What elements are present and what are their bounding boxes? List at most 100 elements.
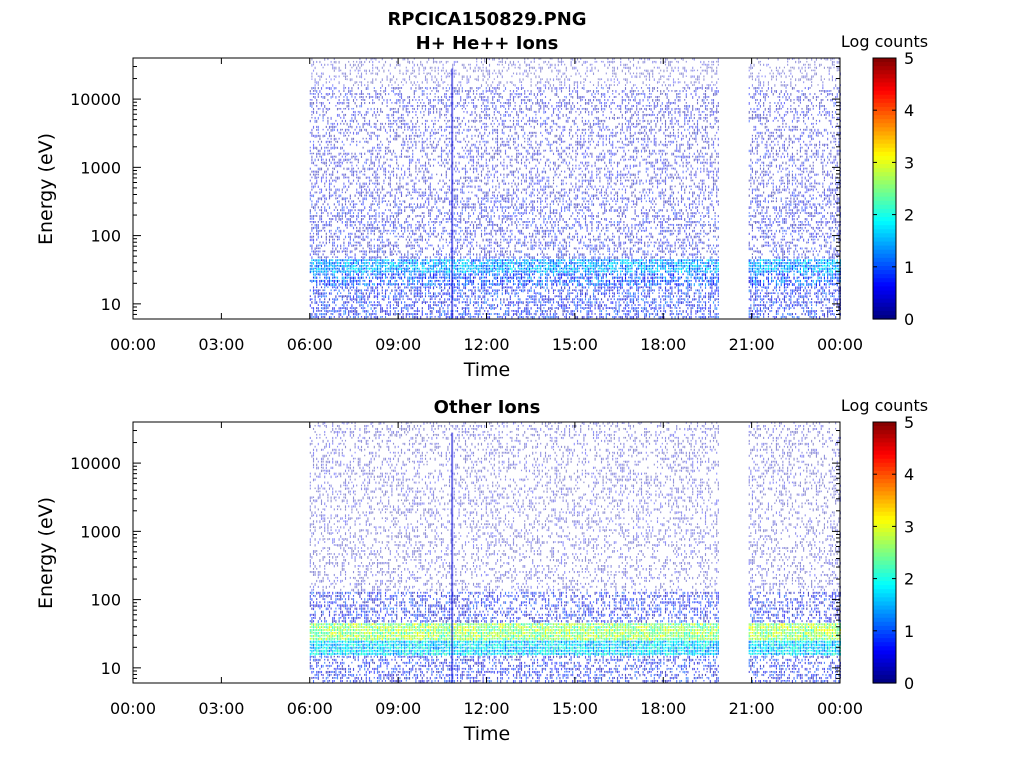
heatmap-cell: [455, 250, 457, 254]
heatmap-cell: [407, 221, 409, 223]
heatmap-cell: [484, 289, 486, 292]
heatmap-cell: [354, 116, 356, 120]
heatmap-cell: [498, 191, 500, 194]
heatmap-cell: [448, 185, 451, 189]
heatmap-cell: [463, 286, 465, 289]
heatmap-cell: [341, 72, 343, 75]
heatmap-cell: [320, 264, 323, 268]
heatmap-cell: [322, 295, 324, 298]
heatmap-cell: [477, 259, 479, 262]
heatmap-cell: [464, 99, 467, 102]
heatmap-cell: [324, 310, 326, 312]
heatmap-cell: [420, 250, 422, 253]
heatmap-cell: [338, 313, 340, 316]
heatmap-cell: [381, 188, 383, 191]
heatmap-cell: [493, 313, 495, 315]
heatmap-cell: [378, 60, 380, 63]
heatmap-cell: [426, 283, 428, 286]
heatmap-cell: [327, 304, 329, 307]
heatmap-cell: [392, 273, 395, 276]
heatmap-cell: [316, 102, 318, 104]
heatmap-cell: [415, 264, 417, 268]
heatmap-cell: [460, 81, 462, 84]
heatmap-cell: [383, 155, 385, 159]
heatmap-cell: [332, 298, 334, 301]
heatmap-cell: [493, 96, 495, 98]
heatmap-cell: [468, 250, 470, 253]
heatmap-cell: [400, 155, 403, 158]
heatmap-cell: [463, 256, 465, 259]
heatmap-cell: [455, 72, 457, 75]
heatmap-cell: [394, 212, 396, 215]
heatmap-cell: [493, 110, 495, 114]
heatmap-cell: [328, 223, 331, 227]
heatmap-cell: [311, 170, 313, 173]
heatmap-cell: [388, 259, 390, 261]
heatmap-cell: [464, 283, 467, 287]
heatmap-cell: [498, 200, 500, 203]
heatmap-cell: [436, 267, 438, 270]
heatmap-cell: [501, 304, 503, 306]
heatmap-cell: [416, 241, 419, 244]
heatmap-cell: [460, 244, 462, 247]
heatmap-cell: [364, 316, 366, 319]
heatmap-cell: [356, 279, 358, 283]
heatmap-cell: [364, 99, 366, 101]
heatmap-cell: [392, 276, 395, 279]
heatmap-cell: [348, 152, 350, 155]
heatmap-cell: [349, 161, 351, 164]
heatmap-cell: [477, 75, 479, 78]
heatmap-cell: [413, 58, 415, 60]
heatmap-cell: [381, 316, 383, 318]
heatmap-cell: [408, 279, 411, 283]
heatmap-cell: [319, 262, 321, 265]
heatmap-cell: [317, 289, 319, 293]
heatmap-cell: [466, 81, 468, 84]
heatmap-cell: [415, 143, 417, 147]
heatmap-cell: [460, 140, 462, 143]
heatmap-cell: [407, 155, 409, 158]
heatmap-cell: [455, 87, 457, 90]
heatmap-cell: [432, 125, 435, 128]
heatmap-cell: [316, 267, 318, 271]
heatmap-cell: [309, 152, 311, 155]
heatmap-cell: [490, 200, 492, 203]
heatmap-cell: [340, 264, 342, 267]
heatmap-cell: [415, 295, 417, 298]
heatmap-cell: [440, 304, 443, 308]
heatmap-cell: [432, 99, 435, 102]
heatmap-cell: [461, 247, 463, 249]
heatmap-cell: [320, 301, 323, 304]
heatmap-cell: [471, 87, 473, 90]
heatmap-cell: [370, 96, 372, 98]
heatmap-cell: [311, 176, 313, 179]
heatmap-cell: [392, 259, 395, 261]
heatmap-cell: [460, 96, 462, 99]
heatmap-cell: [343, 99, 345, 102]
heatmap-cell: [381, 292, 383, 294]
heatmap-cell: [416, 226, 419, 230]
heatmap-cell: [418, 84, 420, 87]
heatmap-cell: [420, 206, 422, 209]
heatmap-cell: [394, 119, 396, 123]
heatmap-cell: [463, 191, 465, 195]
heatmap-cell: [412, 206, 414, 209]
heatmap-cell: [370, 226, 372, 230]
heatmap-cell: [501, 218, 503, 221]
heatmap-cell: [343, 182, 345, 185]
heatmap-cell: [412, 304, 414, 306]
heatmap-cell: [340, 69, 342, 72]
heatmap-cell: [472, 104, 475, 108]
heatmap-cell: [391, 87, 393, 89]
heatmap-cell: [392, 170, 395, 173]
heatmap-cell: [386, 276, 388, 279]
heatmap-cell: [332, 122, 334, 126]
heatmap-cell: [380, 125, 382, 129]
heatmap-cell: [416, 253, 419, 257]
heatmap-cell: [480, 58, 483, 60]
heatmap-cell: [388, 283, 390, 286]
heatmap-cell: [314, 276, 316, 279]
heatmap-cell: [384, 90, 387, 92]
heatmap-cell: [463, 276, 465, 280]
heatmap-cell: [472, 161, 475, 164]
